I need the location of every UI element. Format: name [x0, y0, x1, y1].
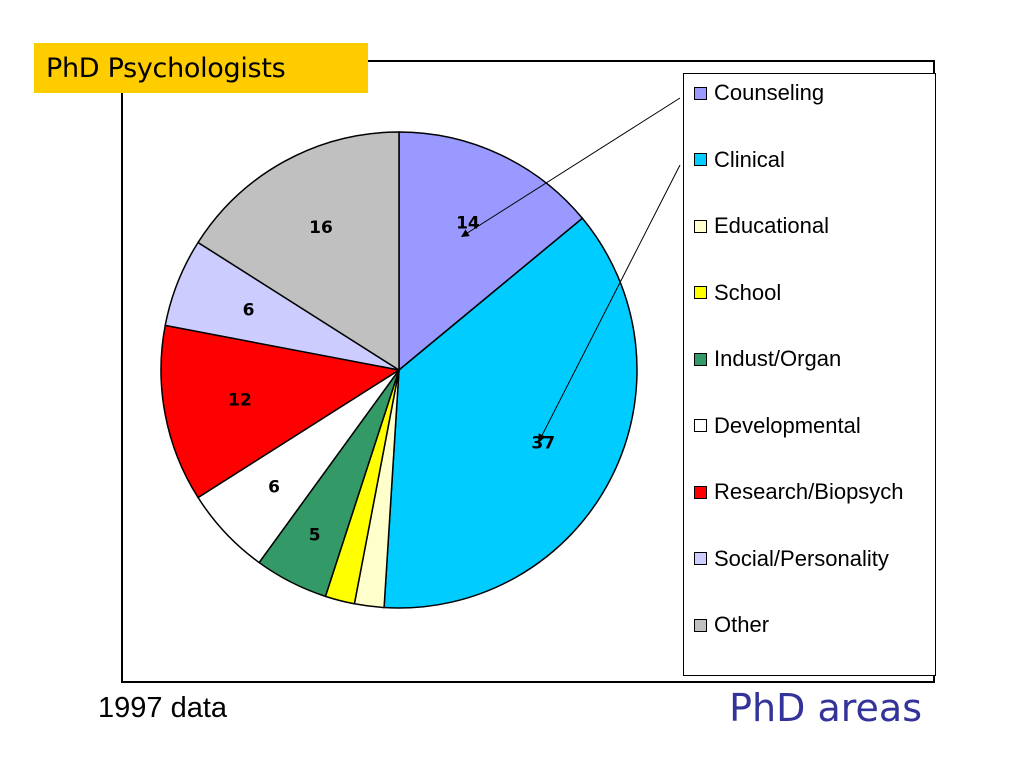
legend-label: Educational [714, 213, 829, 238]
pie-slice-counseling [398, 131, 584, 372]
legend-item-counseling: Counseling [694, 78, 824, 108]
legend-label: School [714, 279, 782, 305]
legend-label: Developmental [714, 412, 861, 438]
legend-swatch [694, 352, 707, 366]
legend-swatch [694, 153, 707, 166]
legend-item-other: Other [694, 610, 769, 640]
legend-label: Social/Personality [714, 545, 889, 571]
slice-label-developmental: 6 [268, 477, 280, 497]
legend-item-research-biopsych: Research/Biopsych [694, 477, 904, 507]
footnote: 1997 data [98, 692, 228, 724]
arrow-clinical [538, 164, 681, 443]
legend-swatch [694, 485, 707, 499]
legend-swatch [694, 219, 707, 233]
legend-item-indust-organ: Indust/Organ [694, 344, 841, 374]
legend-label: Clinical [714, 146, 785, 172]
legend-swatch [694, 552, 707, 565]
page-title: PhD Psychologists [46, 52, 286, 84]
slice-label-counseling: 14 [456, 214, 480, 234]
slice-label-research-biopsych: 12 [228, 390, 252, 410]
pie-slice-other [197, 131, 400, 372]
chart-legend: Counseling Clinical Educational School Indus… [683, 73, 936, 676]
pie-slice-research-biopsych [160, 324, 402, 499]
legend-item-social-personality: Social/Personality [694, 544, 889, 574]
subtitle: PhD areas [729, 686, 922, 730]
slice-label-clinical: 37 [531, 434, 555, 454]
legend-item-educational: Educational [694, 211, 829, 241]
pie-slice-clinical [383, 217, 638, 609]
slice-label-social-personality: 6 [243, 300, 255, 320]
slice-label-indust-organ: 5 [309, 525, 321, 545]
legend-swatch [694, 419, 707, 432]
legend-label: Counseling [714, 80, 825, 105]
legend-swatch [694, 618, 707, 632]
slice-label-other: 16 [309, 218, 333, 238]
title-box: PhD Psychologists [34, 43, 368, 93]
legend-item-developmental: Developmental [694, 411, 861, 441]
legend-label: Indust/Organ [714, 346, 842, 371]
legend-item-clinical: Clinical [694, 145, 785, 175]
legend-swatch [694, 286, 707, 299]
arrow-counseling [460, 97, 681, 238]
legend-swatch [694, 86, 707, 100]
legend-label: Other [714, 612, 770, 637]
legend-label: Research/Biopsych [714, 479, 904, 504]
legend-item-school: School [694, 278, 781, 308]
